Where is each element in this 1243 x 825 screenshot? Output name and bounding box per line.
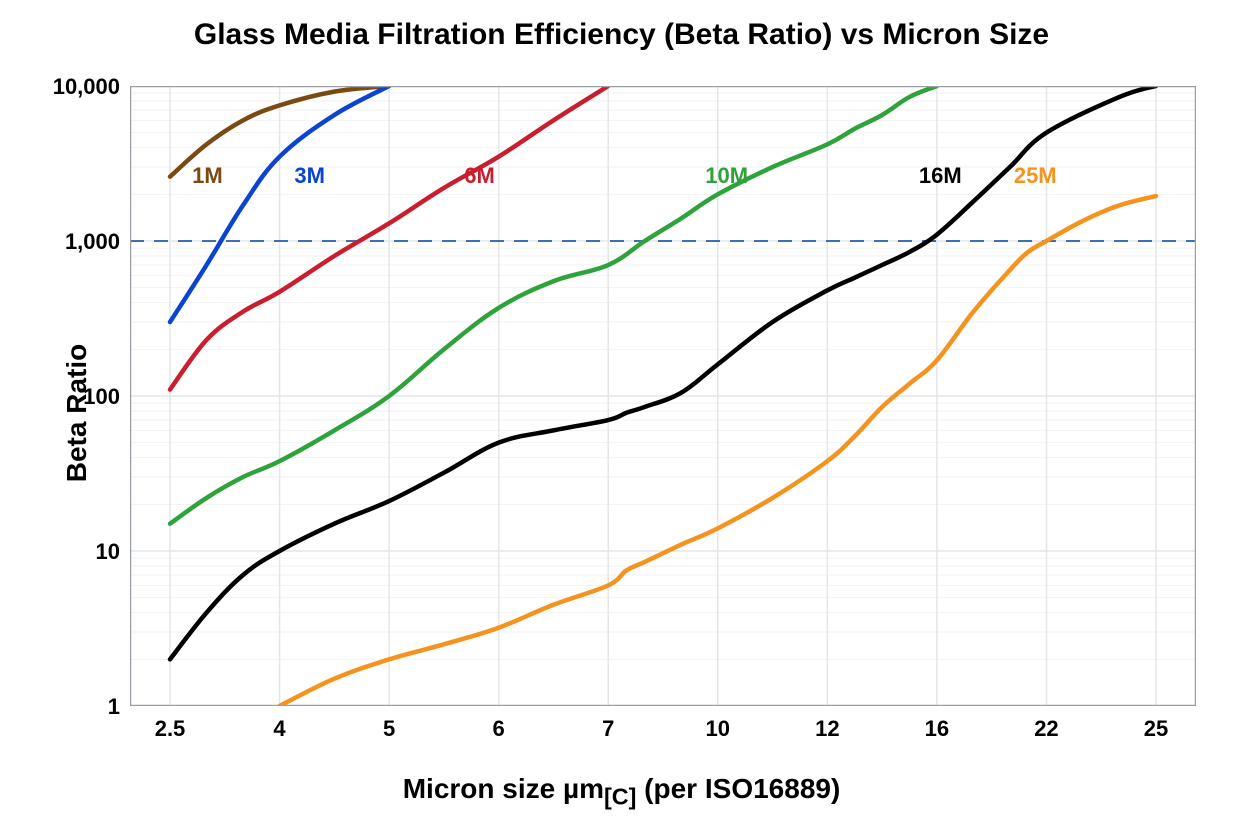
x-tick-label: 25	[1136, 716, 1176, 742]
y-tick-label: 1,000	[65, 229, 120, 255]
x-tick-label: 10	[698, 716, 738, 742]
x-tick-label: 22	[1026, 716, 1066, 742]
x-tick-label: 7	[588, 716, 628, 742]
y-axis-label: Beta Ratio	[61, 343, 93, 481]
series-label-10M: 10M	[705, 163, 748, 189]
x-tick-label: 2.5	[150, 716, 190, 742]
y-tick-label: 1	[108, 694, 120, 720]
y-tick-label: 10	[96, 539, 120, 565]
x-tick-label: 16	[917, 716, 957, 742]
series-label-3M: 3M	[294, 163, 325, 189]
y-tick-label: 10,000	[53, 74, 120, 100]
x-axis-label: Micron size µm[C] (per ISO16889)	[0, 773, 1243, 811]
series-label-1M: 1M	[192, 163, 223, 189]
x-tick-label: 6	[479, 716, 519, 742]
x-tick-label: 4	[260, 716, 300, 742]
y-tick-label: 100	[83, 384, 120, 410]
chart-title: Glass Media Filtration Efficiency (Beta …	[0, 18, 1243, 52]
series-label-16M: 16M	[919, 163, 962, 189]
x-tick-label: 5	[369, 716, 409, 742]
x-tick-label: 12	[807, 716, 847, 742]
chart-container: Glass Media Filtration Efficiency (Beta …	[0, 0, 1243, 825]
series-label-25M: 25M	[1014, 163, 1057, 189]
series-label-6M: 6M	[464, 163, 495, 189]
